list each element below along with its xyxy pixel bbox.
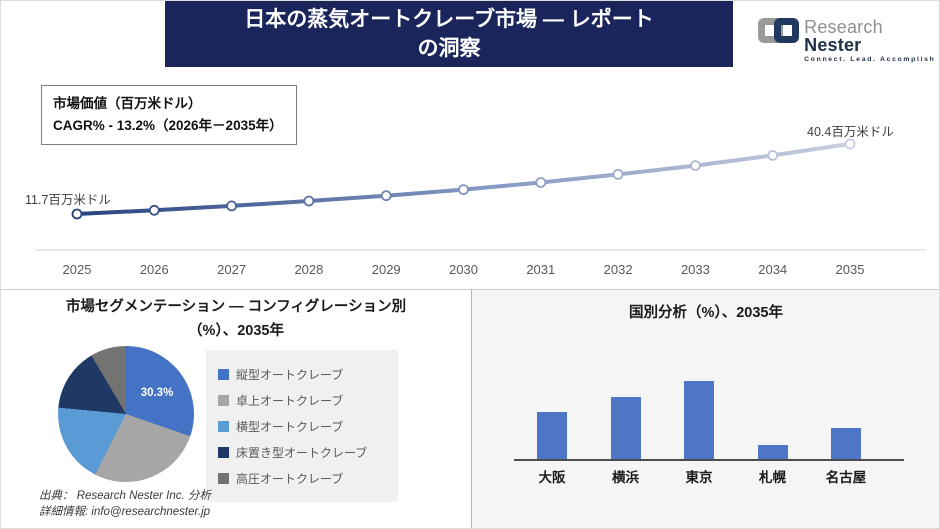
legend-item: 横型オートクレーブ [218,413,386,439]
report-title-bar: 日本の蒸気オートクレーブ市場 — レポート の洞察 [165,1,733,67]
market-value-label: 市場価値（百万米ドル） [53,96,202,111]
bar-category-label: 大阪 [538,470,566,485]
legend-label: 横型オートクレーブ [236,419,344,434]
research-nester-logo: Research Nester Connect. Lead. Accomplis… [758,18,939,64]
year-tick-label: 2027 [217,262,246,277]
section-divider-vertical [471,290,472,528]
market-value-cagr-box: 市場価値（百万米ドル） CAGR% - 13.2%（2026年－2035年） [41,85,297,145]
country-analysis-title: 国別分析（%）、2035年 [629,305,783,321]
data-point-marker [767,149,779,161]
line-start-value-label: 11.7百万米ドル [25,193,111,207]
data-point-marker [844,138,856,150]
legend-label: 卓上オートクレーブ [236,393,344,408]
year-tick-label: 2031 [526,262,555,277]
year-tick-label: 2028 [294,262,323,277]
country-bar-chart: 大阪 横浜 東京 札幌 名古屋 [471,290,939,528]
legend-item: 床置き型オートクレーブ [218,439,386,465]
bar-東京 [684,381,714,459]
legend-swatch-icon [218,446,229,458]
logo-tagline: Connect. Lead. Accomplish [804,56,936,63]
cagr-label: CAGR% - 13.2%（2026年－2035年） [53,118,283,133]
legend-swatch-icon [218,472,229,484]
logo-brand: Research Nester [804,17,883,55]
report-title-line1: 日本の蒸気オートクレーブ市場 — レポート [244,8,654,31]
data-point-marker [612,169,624,180]
year-tick-label: 2029 [372,262,401,277]
legend-item: 卓上オートクレーブ [218,387,386,413]
report-title-line2: の洞察 [417,37,481,60]
market-value-line [75,141,852,216]
segmentation-legend: 縦型オートクレーブ 卓上オートクレーブ 横型オートクレーブ床置き型オートクレーブ 高圧… [206,350,398,502]
bar-category-label: 東京 [685,470,713,485]
segmentation-pie-chart [58,346,194,482]
year-tick-label: 2032 [604,262,633,277]
legend-swatch-icon [218,368,229,380]
legend-item: 縦型オートクレーブ [218,361,386,387]
section-divider-horizontal [1,289,939,290]
bar-category-label: 名古屋 [825,470,867,485]
data-point-marker [458,184,469,195]
legend-label: 高圧オートクレーブ [236,471,344,486]
year-tick-label: 2033 [681,262,710,277]
legend-label: 床置き型オートクレーブ [236,445,368,460]
segmentation-title: 市場セグメンテーション — コンフィグレーション別 （%）、2035年 [65,299,407,339]
data-point-marker [535,177,547,188]
year-tick-label: 2035 [836,262,865,277]
line-end-value-label: 40.4百万米ドル [807,125,894,139]
pie-slice-datalabel: 30.3% [140,387,174,399]
year-tick-label: 2025 [63,262,92,277]
bar-chart-axis [514,459,904,461]
legend-label: 縦型オートクレーブ [236,367,344,382]
legend-item: 高圧オートクレーブ [218,465,386,491]
data-point-marker [380,190,392,202]
bar-category-label: 札幌 [759,470,786,485]
footer-note: 出典： Research Nester Inc. 分析 詳細情報: info@r… [39,488,211,520]
data-point-marker [148,204,160,216]
data-point-marker [690,160,701,171]
data-point-marker [71,208,83,220]
bar-横浜 [610,397,641,459]
bar-大阪 [537,412,567,459]
contact-note: 詳細情報: info@researchnester.jp [39,506,211,518]
source-note: 出典： Research Nester Inc. 分析 [39,490,211,502]
year-tick-label: 2034 [758,262,787,277]
year-tick-label: 2030 [449,262,478,277]
data-point-marker [303,195,315,207]
legend-swatch-icon [218,420,229,432]
legend-swatch-icon [218,394,229,406]
year-tick-label: 2026 [140,262,169,277]
bar-category-label: 横浜 [612,470,639,485]
bar-名古屋 [831,428,861,459]
chain-links-icon [758,18,799,44]
bar-札幌 [757,445,788,459]
data-point-marker [226,200,238,212]
market-value-line-chart: 2025 2026 2027 2028 2029 2030 2031 2032 2033 2034… [36,138,926,277]
